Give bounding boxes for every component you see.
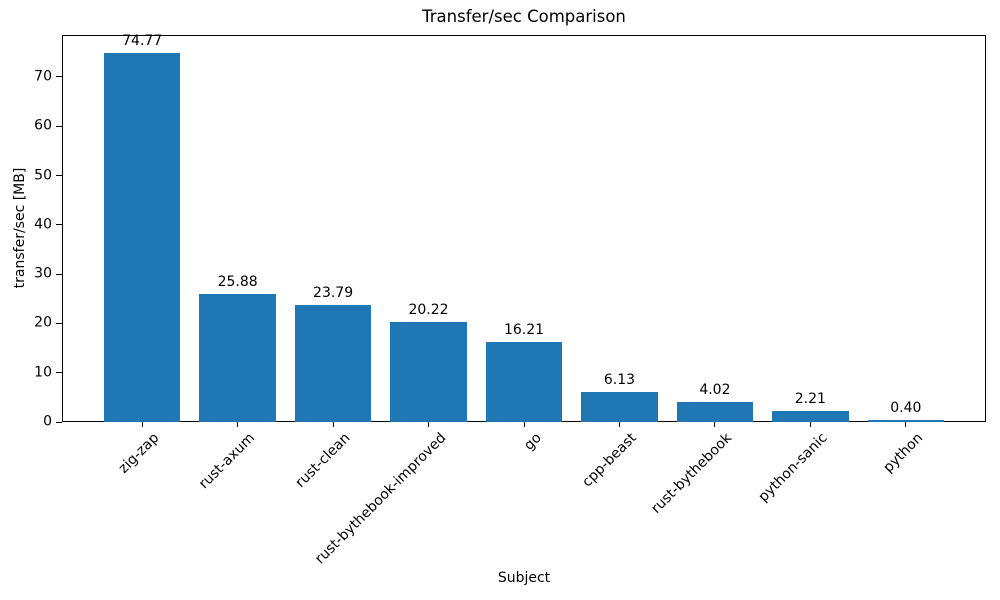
bar-value-label: 4.02 xyxy=(699,382,731,399)
x-tick-mark xyxy=(905,422,907,427)
x-tick-label: python-sanic xyxy=(755,430,831,506)
y-tick-mark xyxy=(56,273,62,275)
y-tick-label: 20 xyxy=(34,314,52,331)
bar-value-label: 74.77 xyxy=(122,33,163,50)
chart-title: Transfer/sec Comparison xyxy=(422,7,626,26)
bar-value-label: 0.40 xyxy=(890,400,922,417)
y-tick-label: 0 xyxy=(43,413,52,430)
bar xyxy=(390,322,467,422)
x-tick-mark xyxy=(332,422,334,427)
x-tick-mark xyxy=(428,422,430,427)
y-tick-mark xyxy=(56,125,62,127)
x-tick-mark xyxy=(809,422,811,427)
bar xyxy=(294,304,372,422)
x-tick-mark xyxy=(237,422,239,427)
y-tick-label: 70 xyxy=(34,68,52,85)
x-tick-label: rust-clean xyxy=(292,430,354,491)
bar xyxy=(199,294,276,422)
x-tick-label: python xyxy=(880,430,927,476)
y-axis-label: transfer/sec [MB] xyxy=(12,167,28,289)
y-tick-label: 30 xyxy=(34,265,52,282)
y-tick-label: 50 xyxy=(34,167,52,183)
y-tick-mark xyxy=(56,421,62,423)
x-axis-label: Subject xyxy=(497,570,551,586)
bar xyxy=(772,411,849,422)
bar-value-label: 20.22 xyxy=(408,302,449,319)
y-tick-label: 10 xyxy=(34,364,52,381)
bar xyxy=(581,391,658,422)
y-tick-label: 60 xyxy=(34,117,52,134)
x-tick-label: zig-zap xyxy=(115,430,163,477)
bar xyxy=(676,402,754,422)
x-tick-label: cpp-beast xyxy=(579,430,640,491)
x-tick-label: rust-bythebook xyxy=(648,430,736,517)
y-tick-mark xyxy=(56,175,62,176)
bar-value-label: 16.21 xyxy=(503,322,545,339)
bar-value-label: 25.88 xyxy=(217,274,258,291)
x-tick-label: go xyxy=(520,430,545,454)
y-tick-mark xyxy=(56,372,62,374)
x-tick-label: rust-axum xyxy=(195,430,258,493)
bar xyxy=(867,420,944,422)
bar-value-label: 6.13 xyxy=(603,371,636,388)
x-tick-mark xyxy=(618,422,620,427)
x-tick-mark xyxy=(523,422,525,427)
bar-value-label: 2.21 xyxy=(794,391,826,408)
y-tick-mark xyxy=(56,224,62,226)
bar-value-label: 23.79 xyxy=(313,284,354,301)
x-tick-mark xyxy=(141,422,143,427)
x-tick-mark xyxy=(714,422,716,427)
bar xyxy=(104,53,181,422)
bar xyxy=(485,342,563,422)
y-tick-label: 40 xyxy=(34,216,52,233)
y-tick-mark xyxy=(56,322,62,324)
y-tick-mark xyxy=(56,76,62,78)
